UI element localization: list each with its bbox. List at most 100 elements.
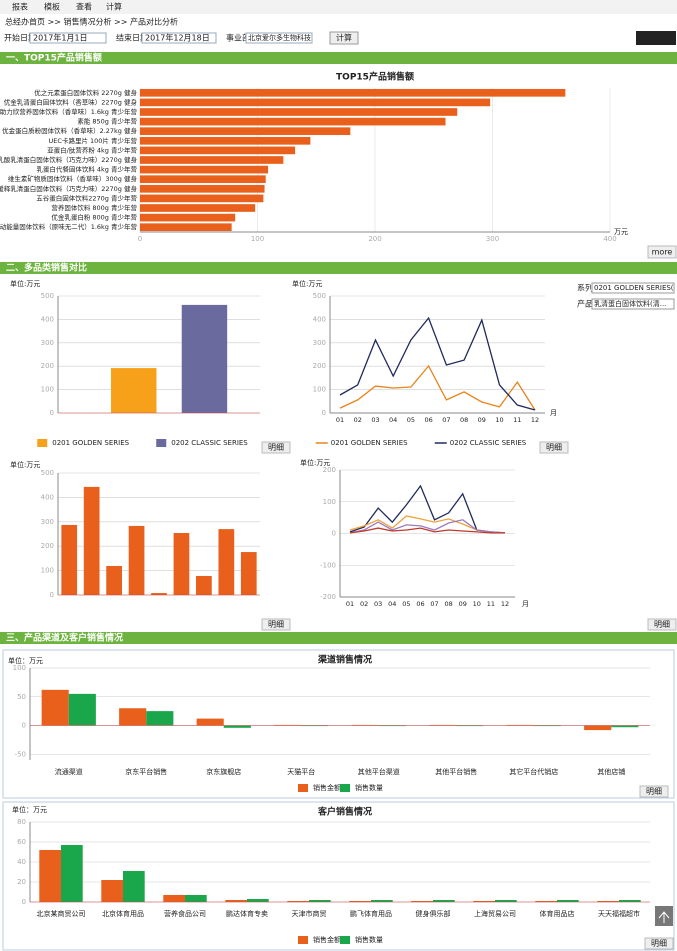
y-tick-label: 400: [41, 315, 54, 323]
section-title: 二、多品类销售对比: [6, 262, 87, 274]
y-tick-label: 500: [41, 292, 54, 300]
bar: [223, 725, 251, 728]
toolbar-bg: [0, 0, 677, 14]
y-tick-label: 500: [313, 292, 326, 300]
filter-label: 开始日期: [4, 33, 36, 43]
x-tick-label: 健身俱乐部: [416, 909, 451, 918]
x-tick-label: 天天福福超市: [598, 909, 640, 918]
detail-button[interactable]: [261, 441, 291, 454]
dept-select[interactable]: [245, 32, 313, 44]
y-tick-label: 0: [22, 722, 26, 730]
bar: [39, 850, 61, 902]
date-input[interactable]: [141, 32, 217, 44]
x-tick-label: 10: [495, 416, 503, 424]
x-tick-label: 12: [531, 416, 539, 424]
category-label: 优金乳清蛋白固体饮料（香草味）2270g 健身: [4, 97, 138, 106]
category-label: 素能 850g 青少年营: [77, 117, 137, 126]
x-tick-label: 08: [444, 600, 452, 608]
category-label: 优金蛋白质粉固体饮料（香草味）2.27kg 健身: [2, 126, 137, 135]
y-tick-label: 100: [41, 567, 54, 575]
panel: [2, 801, 675, 951]
detail-button[interactable]: [644, 937, 674, 950]
toolbar-item[interactable]: 查看: [76, 2, 92, 12]
category-label: 营养固体饮料 800g 青少年营: [51, 203, 137, 212]
y-tick-label: 200: [313, 362, 326, 370]
toolbar-item[interactable]: 模板: [44, 2, 60, 12]
legend-swatch: [340, 784, 350, 792]
toolbar-item[interactable]: 报表: [12, 2, 28, 12]
x-tick-label: 京东平台销售: [125, 767, 167, 776]
bar: [371, 900, 393, 902]
detail-button[interactable]: [639, 785, 669, 798]
legend-swatch: [298, 784, 308, 792]
y-axis-label: 单位:万元: [10, 460, 40, 469]
bar: [140, 194, 264, 203]
x-tick-label: 05: [407, 416, 415, 424]
bar: [68, 693, 96, 726]
y-tick-label: 40: [17, 858, 26, 866]
line: [349, 519, 506, 534]
section-bar: [0, 632, 677, 644]
back-to-top-icon: [658, 911, 670, 923]
detail-button[interactable]: [647, 618, 677, 631]
legend-label: 0202 CLASSIC SERIES: [171, 439, 248, 447]
detail-button[interactable]: [261, 618, 291, 631]
detail-button[interactable]: [539, 441, 569, 454]
more-button[interactable]: [647, 245, 677, 259]
bar: [287, 901, 309, 902]
legend-swatch: [340, 936, 350, 944]
line: [349, 484, 506, 534]
icon-bar[interactable]: [636, 31, 676, 45]
bar: [597, 901, 619, 902]
x-tick-label: 11: [513, 416, 521, 424]
bar: [146, 711, 174, 726]
section-title: 三、产品渠道及客户销售情况: [6, 632, 123, 644]
y-axis-label: 单位：万元: [12, 805, 47, 814]
y-tick-label: 60: [17, 838, 26, 846]
y-tick-label: 0: [322, 409, 326, 417]
x-tick-label: 其他平台销售: [435, 767, 477, 776]
bar: [411, 901, 433, 902]
x-tick-label: 其他店铺: [597, 767, 625, 776]
section-title: 一、TOP15产品销售额: [6, 52, 102, 64]
chart-title: 客户销售情况: [317, 806, 372, 818]
detail-label: 明细: [651, 938, 667, 948]
x-tick-label: 06: [416, 600, 424, 608]
y-tick-label: 300: [313, 339, 326, 347]
legend-label: 0202 CLASSIC SERIES: [450, 439, 527, 447]
bar: [140, 117, 446, 126]
bar: [83, 486, 100, 595]
x-tick-label: 01: [346, 600, 354, 608]
product-select[interactable]: [591, 298, 675, 310]
y-tick-label: 200: [41, 362, 54, 370]
toolbar-item[interactable]: 计算: [106, 2, 122, 12]
y-tick-label: -200: [320, 593, 336, 601]
x-tick-label: 400: [603, 235, 616, 243]
detail-label: 明细: [646, 786, 662, 796]
more-label: more: [652, 248, 673, 257]
category-label: 优金缓释乳清蛋白固体饮料（巧克力味）2270g 健身: [0, 184, 137, 193]
x-tick-label: 100: [251, 235, 264, 243]
legend-label: 销售金额: [313, 935, 341, 944]
bar: [140, 204, 256, 212]
y-tick-label: 300: [41, 339, 54, 347]
x-tick-label: 04: [388, 600, 396, 608]
legend-label: 销售数量: [355, 783, 383, 792]
series-select[interactable]: [591, 282, 675, 294]
calc-button[interactable]: [329, 31, 359, 45]
date-value: 2017年1月1日: [33, 33, 88, 43]
legend-label: 0201 GOLDEN SERIES: [331, 439, 408, 447]
bar: [111, 368, 157, 413]
line: [339, 364, 536, 411]
x-axis-label: 月: [522, 600, 529, 608]
x-tick-label: 03: [371, 416, 379, 424]
bar: [309, 900, 331, 902]
category-label: 维生素矿物质固体饮料（香草味）300g 健身: [8, 174, 138, 183]
category-label: 优之元素蛋白固体饮料 2270g 健身: [34, 88, 137, 97]
bar: [240, 552, 257, 595]
bar: [218, 529, 235, 595]
date-input[interactable]: [29, 32, 107, 44]
y-tick-label: 0: [50, 409, 54, 417]
x-tick-label: 12: [501, 600, 509, 608]
breadcrumb: 总经办首页 >> 销售情况分析 >> 产品对比分析: [5, 17, 178, 27]
